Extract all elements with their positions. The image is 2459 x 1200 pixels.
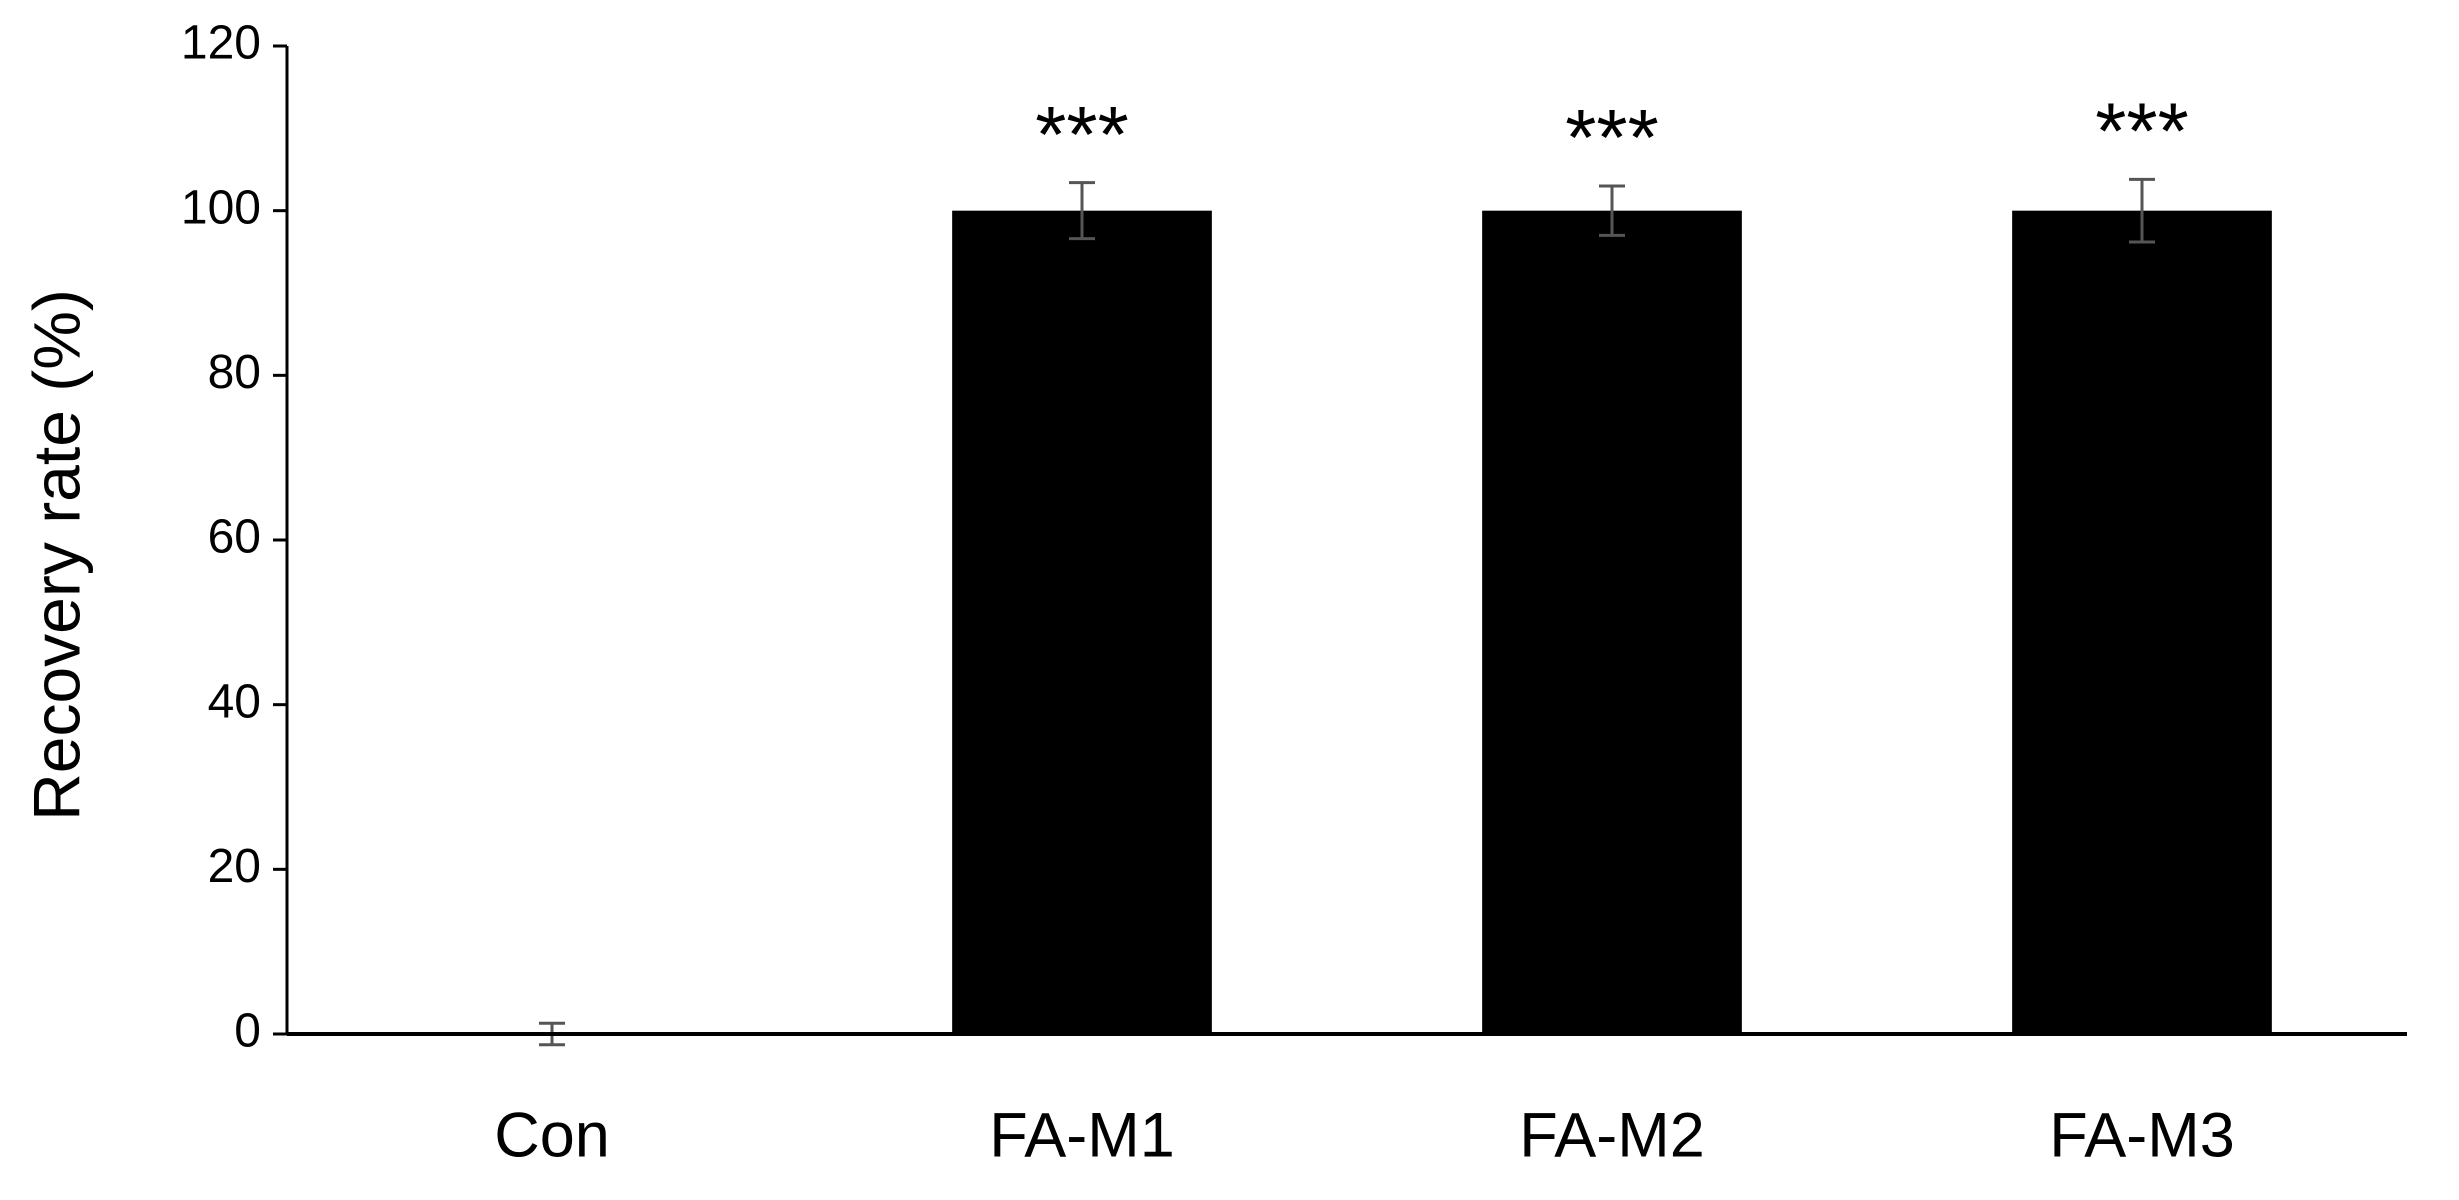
y-tick-label: 20	[208, 840, 261, 893]
y-tick-label: 120	[181, 17, 261, 70]
error-bar	[1069, 181, 1095, 241]
significance-label: ***	[2095, 87, 2188, 176]
y-tick-label: 40	[208, 675, 261, 728]
error-bar	[2129, 177, 2155, 244]
y-tick-label: 60	[208, 511, 261, 564]
x-tick-label: Con	[494, 1101, 610, 1171]
x-tick-label: FA-M2	[1519, 1101, 1705, 1171]
y-tick-label: 80	[208, 346, 261, 399]
y-axis-label: Recovery rate (%)	[19, 289, 93, 821]
y-tick-label: 0	[234, 1005, 261, 1058]
significance-label: ***	[1035, 90, 1128, 179]
x-tick-label: FA-M3	[2049, 1101, 2235, 1171]
bar	[952, 210, 1212, 1034]
bar	[1482, 210, 1742, 1034]
error-bar	[1599, 184, 1625, 237]
y-tick-label: 100	[181, 181, 261, 234]
bar	[2012, 210, 2272, 1034]
x-tick-label: FA-M1	[989, 1101, 1175, 1171]
significance-label: ***	[1565, 93, 1658, 182]
